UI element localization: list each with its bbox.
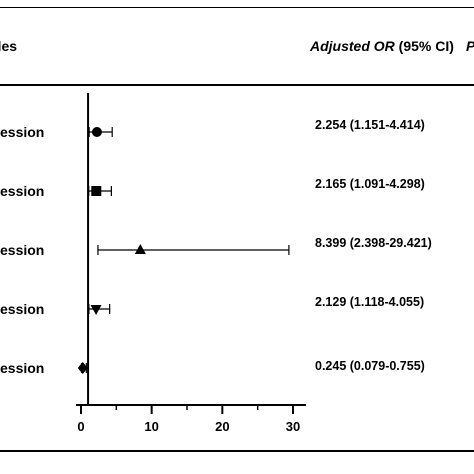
bottom-rule xyxy=(0,450,474,452)
or-text-5: 0.245 (0.079-0.755) xyxy=(315,359,425,373)
forest-point-1 xyxy=(88,127,113,137)
x-tick-label-0: 0 xyxy=(77,419,84,434)
header-adjusted-or: Adjusted OR (95% CI) xyxy=(310,38,454,54)
or-text-2: 2.165 (1.091-4.298) xyxy=(315,177,425,191)
row-label-5: pression xyxy=(0,360,45,376)
marker-square xyxy=(91,186,102,196)
forest-point-3 xyxy=(97,244,290,255)
axis-layer: 0 10 20 30 xyxy=(76,93,306,434)
row-label-2: pression xyxy=(0,183,45,199)
marker-circle xyxy=(91,127,102,137)
or-text-3: 8.399 (2.398-29.421) xyxy=(315,236,432,250)
row-label-3: pression xyxy=(0,242,45,258)
header-or-label: Adjusted OR xyxy=(310,38,395,54)
marker-triangle-down xyxy=(90,305,102,315)
forest-point-4 xyxy=(88,304,111,315)
x-tick-label-30: 30 xyxy=(286,419,300,434)
or-text-4: 2.129 (1.118-4.055) xyxy=(315,295,425,309)
row-label-1: pression xyxy=(0,124,45,140)
marker-diamond xyxy=(77,362,88,374)
x-tick-label-10: 10 xyxy=(144,419,158,434)
marker-triangle-up xyxy=(134,244,146,254)
header-p: P xyxy=(466,38,474,54)
forest-point-5 xyxy=(77,362,88,374)
header-rule xyxy=(0,84,474,86)
or-text-1: 2.254 (1.151-4.414) xyxy=(315,118,425,132)
top-rule xyxy=(0,7,474,8)
header-ci-label: (95% CI) xyxy=(398,38,454,54)
forest-point-2 xyxy=(88,186,112,196)
row-label-4: pression xyxy=(0,301,45,317)
marks-layer xyxy=(77,127,290,374)
header-variables: bles xyxy=(0,38,18,54)
x-tick-label-20: 20 xyxy=(215,419,229,434)
